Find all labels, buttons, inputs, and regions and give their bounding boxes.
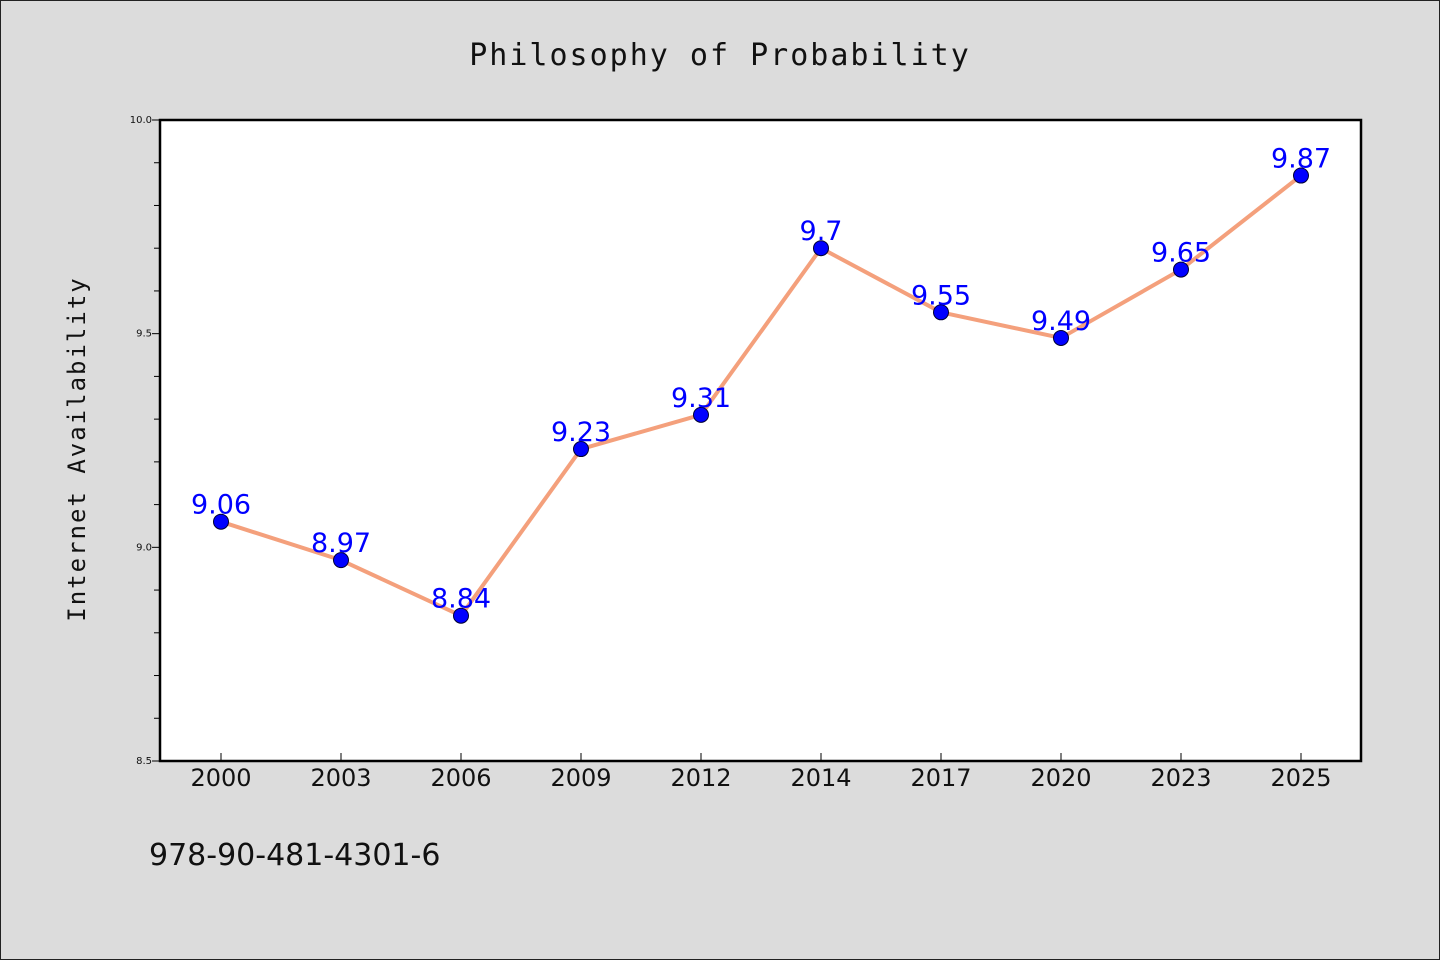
data-label: 9.7 [800,216,843,247]
data-point[interactable] [213,513,229,530]
footnote-isbn: 978-90-481-4301-6 [149,838,440,873]
x-axis: 2000 2003 2006 2009 2012 2014 2017 2020 2023 2025 [190,753,1332,792]
data-label: 9.06 [191,490,251,521]
x-tick-label: 2006 [430,764,491,792]
data-label: 8.84 [431,584,491,615]
chart-title: Philosophy of Probability [469,38,971,73]
series-layer: 9.06 8.97 8.84 9.23 9.31 9.7 9.55 9.49 9.65 9.87 [191,144,1331,624]
y-axis-label: Internet Availability [63,276,91,621]
series-line [219,173,1303,618]
y-tick-label: 10.0 [130,115,152,126]
x-tick-label: 2020 [1030,764,1091,792]
x-tick-label: 2012 [670,764,731,792]
y-tick-label: 9.0 [136,542,152,553]
data-point[interactable] [453,607,469,624]
x-tick-label: 2003 [310,764,371,792]
data-point[interactable] [333,552,349,569]
data-label: 9.65 [1151,238,1211,269]
x-tick-label: 2025 [1270,764,1331,792]
data-label: 9.23 [551,417,611,448]
plot-area [158,118,1363,763]
y-tick-label: 9.5 [136,329,152,340]
y-tick-label: 8.5 [136,756,152,767]
data-point[interactable] [1173,261,1189,278]
x-tick-label: 2014 [790,764,851,792]
x-tick-label: 2023 [1150,764,1211,792]
x-tick-label: 2000 [190,764,251,792]
y-axis: 8.5 9.0 9.5 10.0 [130,115,160,767]
data-point[interactable] [933,304,949,321]
data-point[interactable] [813,240,829,257]
data-label: 9.31 [671,383,731,414]
data-label: 9.87 [1271,144,1331,175]
data-point[interactable] [1293,167,1309,184]
data-point[interactable] [1053,329,1069,346]
data-point[interactable] [573,441,589,458]
data-label: 9.49 [1031,306,1091,337]
x-tick-label: 2009 [550,764,611,792]
data-label: 8.97 [311,528,371,559]
data-label: 9.55 [911,280,971,311]
x-tick-label: 2017 [910,764,971,792]
data-point[interactable] [693,406,709,423]
